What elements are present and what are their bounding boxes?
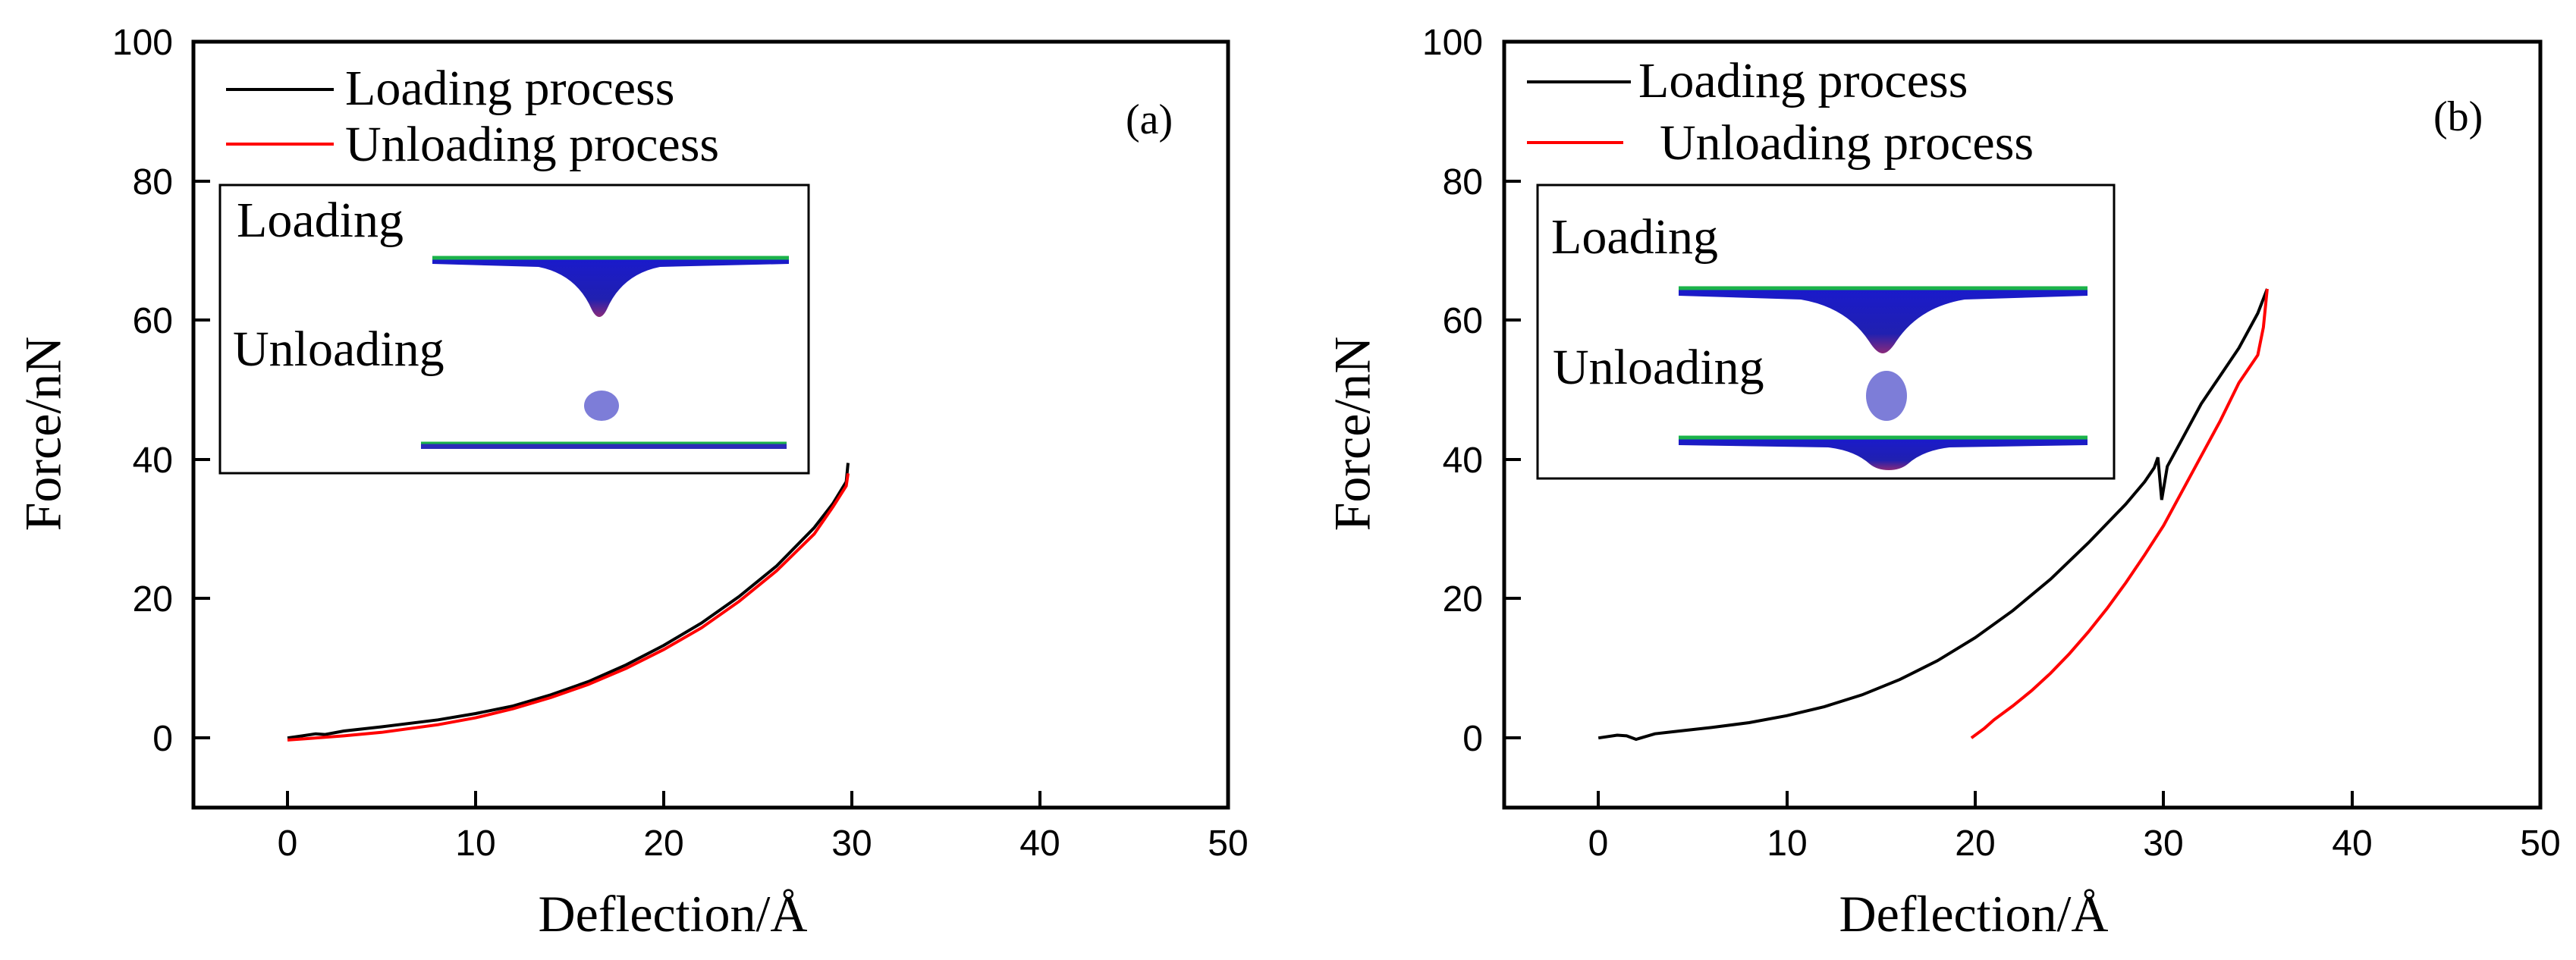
panel-a-x-tick-labels: 0 10 20 30 40 50 [278,824,1249,864]
panel-a-ylabel: Force/nN [14,337,72,532]
panel-b-x-tick-labels: 0 10 20 30 40 50 [1588,824,2561,864]
panel-b-legend: Loading process Unloading process [1527,53,2034,171]
panel-a-frame [191,39,1230,810]
panel-a-ytick-label-40: 40 [133,441,173,481]
panel-a-xtick-label-0: 0 [278,824,298,864]
panel-a-y-ticks [193,180,210,739]
panel-b-y-ticks [1504,180,1521,739]
panel-b-xlabel: Deflection/Å [1839,885,2109,943]
panel-a-y-axis-title: Force/nN [14,337,72,532]
panel-b-xtick-label-10: 10 [1767,824,1807,864]
panel-a-ytick-label-100: 100 [112,23,173,63]
panel-b-unloading-curve [1970,288,2269,739]
panel-b-inset-loaded-membrane [1679,288,2088,353]
panel-a-inset-flat-membrane [421,442,787,449]
panel-b-xtick-label-30: 30 [2143,824,2183,864]
panel-b-ytick-label-100: 100 [1422,23,1483,63]
panel-a-x-ticks [286,791,1041,808]
panel-a-legend: Loading process Unloading process [226,61,719,172]
panel-b-inset-loading-label: Loading [1551,209,1718,265]
panel-a-label: (a) [1126,96,1173,143]
panel-a-inset-loading-label: Loading [237,193,404,248]
panel-b-inset-unloading-label: Unloading [1553,340,1764,395]
panel-a-ytick-label-80: 80 [133,162,173,202]
panel-a: Force/nN Deflection/Å 0 10 20 30 40 50 [14,23,1249,943]
panel-a-xtick-label-50: 50 [1208,824,1248,864]
panel-a-y-tick-labels: 0 20 40 60 80 100 [112,23,173,759]
panel-a-ytick-label-60: 60 [133,301,173,341]
panel-b-ytick-label-20: 20 [1443,579,1483,620]
panel-b-xtick-label-50: 50 [2520,824,2560,864]
panel-a-xtick-label-20: 20 [643,824,683,864]
panel-b-ylabel: Force/nN [1324,337,1381,532]
panel-b-ytick-label-60: 60 [1443,301,1483,341]
panel-b-y-axis-title: Force/nN [1324,337,1381,532]
panel-a-inset-frame [218,184,810,475]
panel-a-ytick-label-0: 0 [152,719,173,759]
panel-b-xtick-label-20: 20 [1955,824,1995,864]
panel-b: Force/nN Deflection/Å 0 10 20 30 40 50 [1324,23,2561,943]
panel-b-label: (b) [2433,93,2483,140]
panel-a-ytick-label-20: 20 [133,579,173,620]
panel-b-x-ticks [1597,791,2354,808]
panel-b-inset-frame [1536,184,2116,480]
panel-a-xtick-label-10: 10 [455,824,495,864]
panel-b-inset-detached-cluster [1866,371,1907,421]
panel-a-legend-label-loading: Loading process [345,61,674,116]
panel-b-inset-rebounded-membrane [1679,438,2088,470]
panel-b-frame [1502,39,2543,810]
panel-a-loading-curve [287,463,850,740]
panel-b-ytick-label-0: 0 [1462,719,1483,759]
panel-a-xlabel: Deflection/Å [539,885,808,943]
panel-b-y-tick-labels: 0 20 40 60 80 100 [1422,23,1483,759]
panel-a-xtick-label-40: 40 [1019,824,1060,864]
panel-a-unloading-curve [287,473,850,742]
panel-a-plot-area: 0 10 20 30 40 50 0 20 40 60 80 100 [112,23,1249,864]
panel-b-legend-label-unloading: Unloading process [1660,115,2034,171]
panel-a-inset: Loading Unloading [218,184,810,475]
panel-a-inset-unloading-label: Unloading [233,322,445,377]
panel-b-legend-label-loading: Loading process [1638,53,1968,108]
panel-a-xtick-label-30: 30 [831,824,872,864]
panel-a-inset-detached-cluster [584,391,619,421]
panel-b-xtick-label-0: 0 [1588,824,1609,864]
panel-b-loading-curve [1597,288,2269,742]
panel-a-legend-label-unloading: Unloading process [345,117,719,172]
panel-b-inset: Loading Unloading [1536,184,2116,480]
panel-b-plot-area: 0 10 20 30 40 50 0 20 40 60 80 100 [1422,23,2561,864]
panel-b-ytick-label-40: 40 [1443,441,1483,481]
panel-b-xtick-label-40: 40 [2332,824,2372,864]
panel-b-ytick-label-80: 80 [1443,162,1483,202]
panel-a-inset-loaded-membrane [432,258,789,317]
